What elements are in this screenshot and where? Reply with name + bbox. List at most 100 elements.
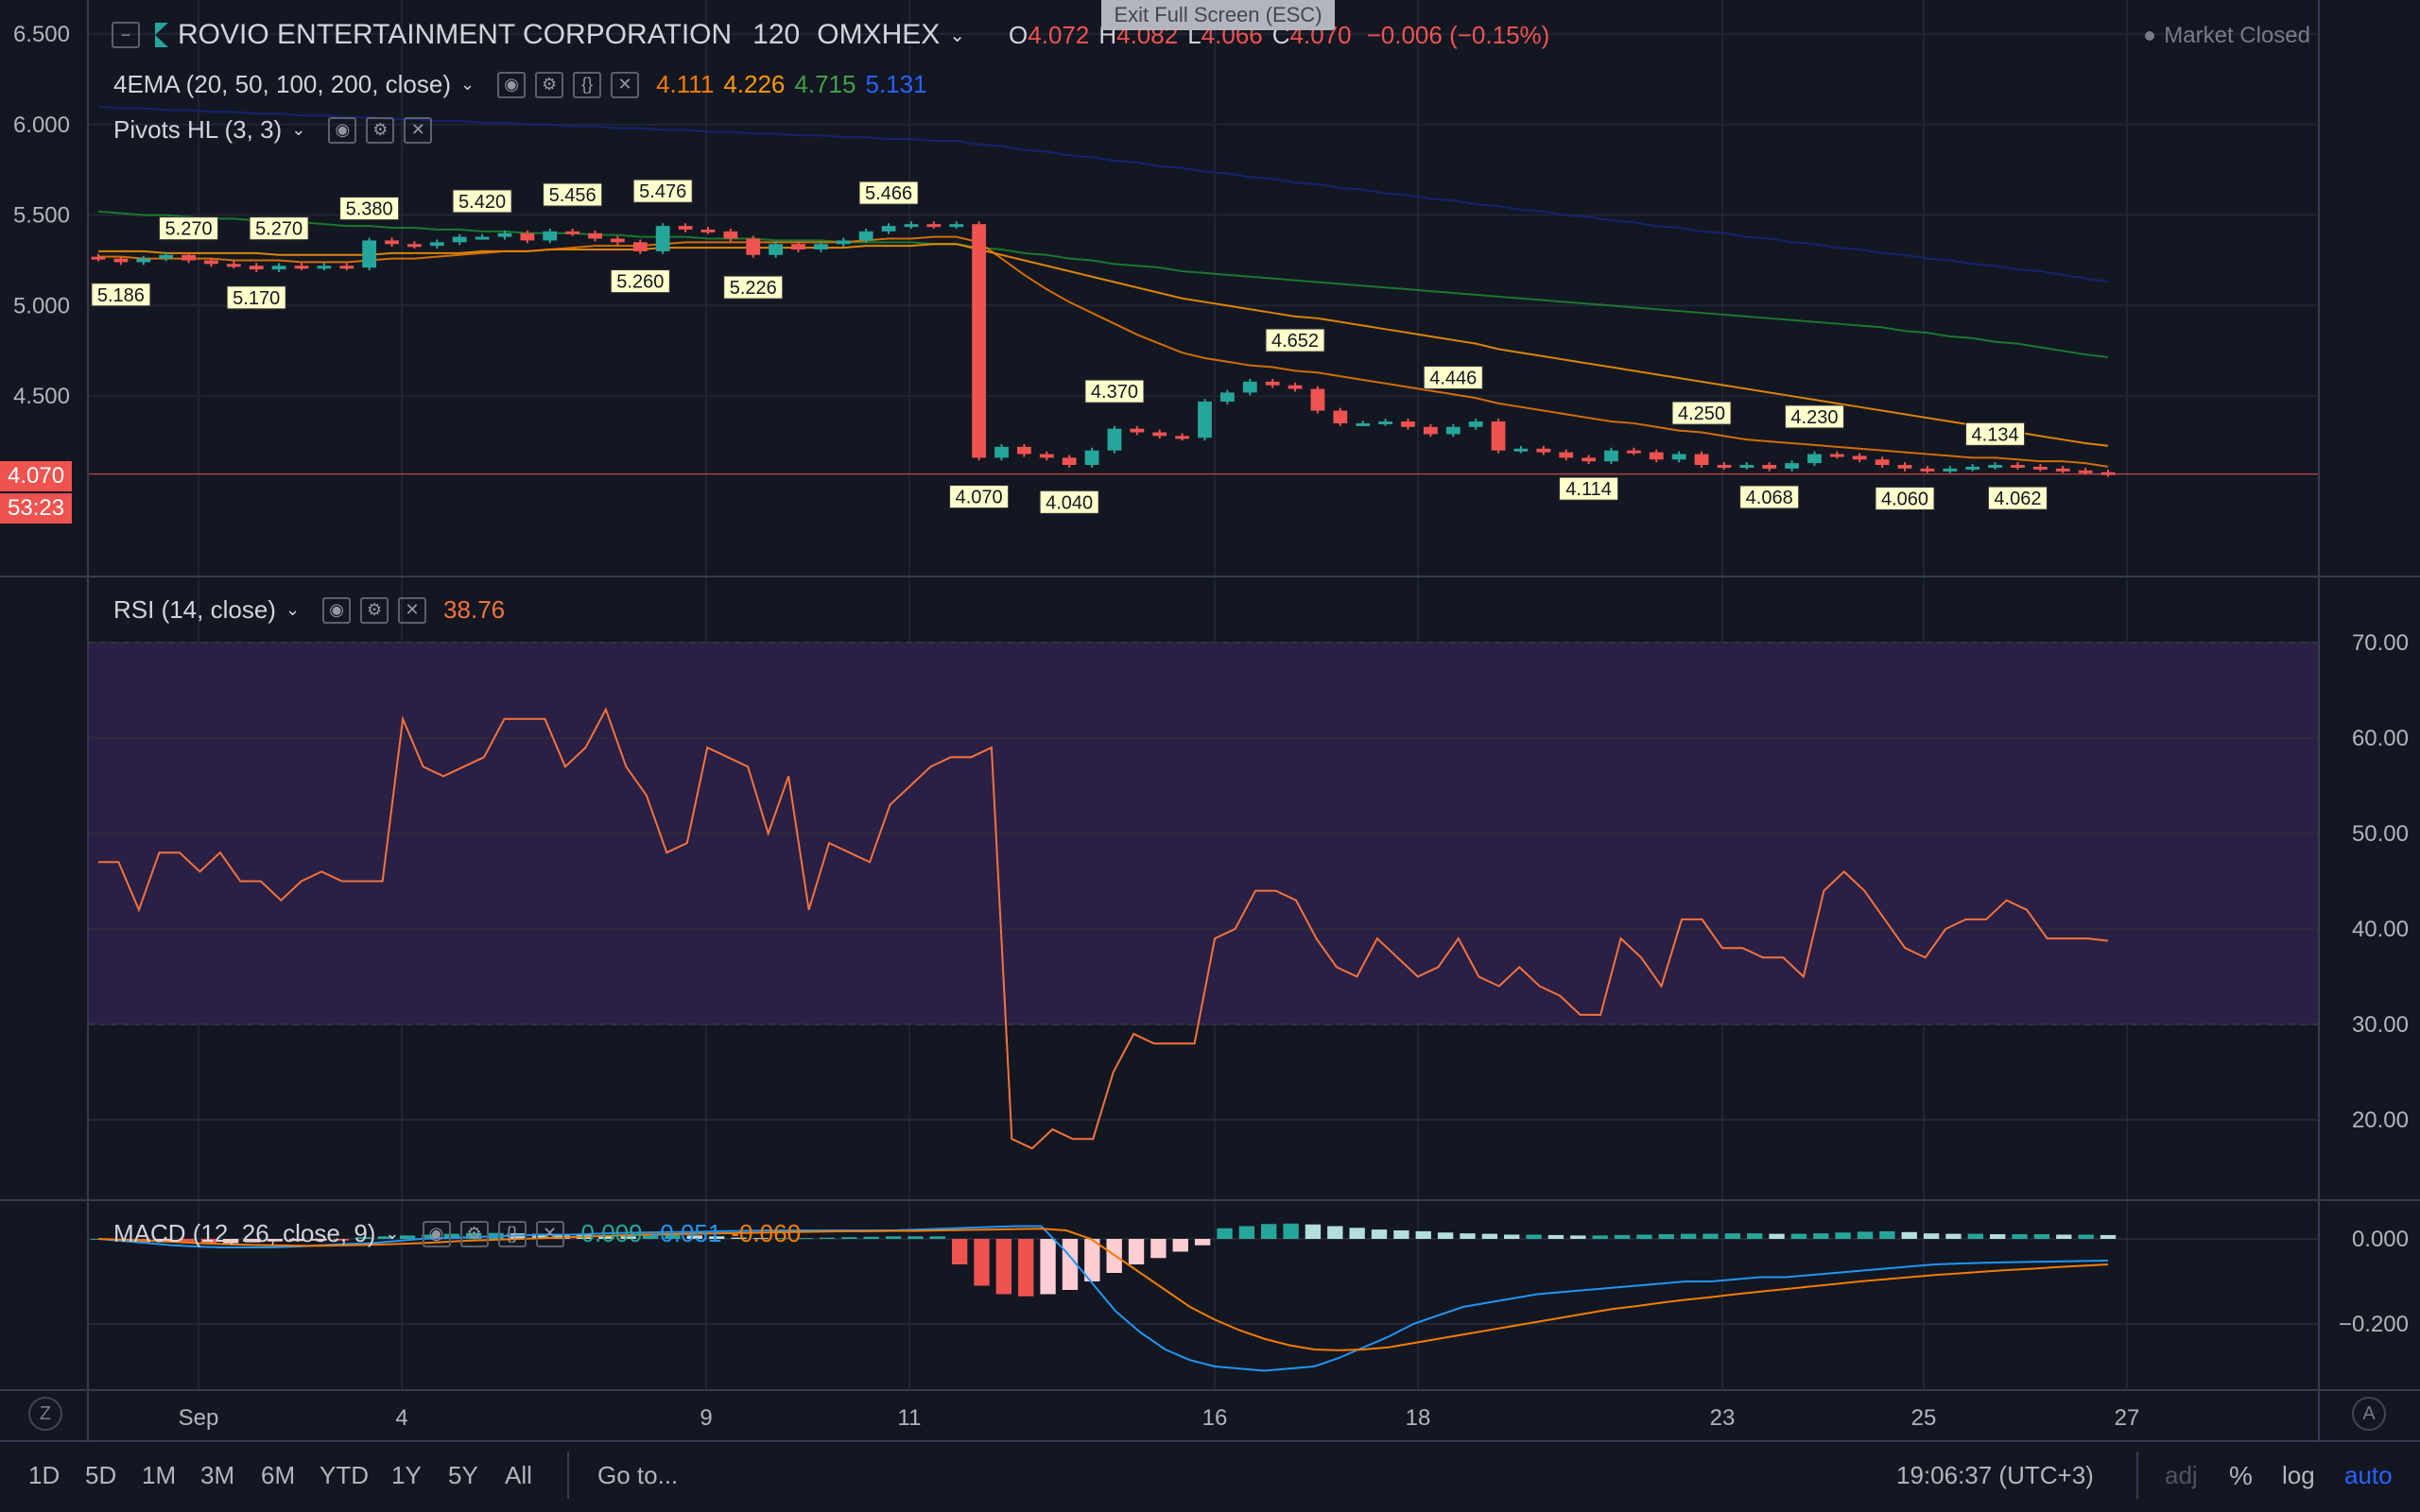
macd-hist-bar <box>908 1236 924 1239</box>
candle-body <box>249 266 264 270</box>
gear-icon[interactable]: ⚙ <box>366 116 395 144</box>
macd-hist-bar <box>1283 1223 1299 1239</box>
chevron-down-icon[interactable]: ⌄ <box>385 1224 400 1243</box>
candle-body <box>1559 452 1574 458</box>
bar-countdown: 53:23 <box>0 493 73 524</box>
chevron-down-icon[interactable]: ⌄ <box>460 75 475 94</box>
candle-body <box>1356 422 1371 426</box>
eye-icon[interactable]: ◉ <box>497 71 527 98</box>
eye-icon[interactable]: ◉ <box>328 116 357 144</box>
log-toggle[interactable]: log <box>2282 1461 2315 1489</box>
candle-body <box>1333 410 1348 423</box>
candle-body <box>1242 381 1257 393</box>
candle-body <box>1582 457 1596 462</box>
ema20-value: 4.111 <box>656 70 715 98</box>
close-icon[interactable]: ✕ <box>404 116 433 144</box>
macd-hist-bar <box>1990 1234 2006 1239</box>
candle-body <box>2032 466 2048 470</box>
macd-hist-bar <box>443 1233 459 1239</box>
eye-icon[interactable]: ◉ <box>422 1220 451 1247</box>
macd-hist-bar <box>775 1238 791 1240</box>
timeframe-6m[interactable]: 6M <box>261 1461 296 1489</box>
chevron-down-icon[interactable]: ⌄ <box>285 600 301 619</box>
candle-body <box>769 244 784 255</box>
macd-hist-bar <box>951 1239 968 1264</box>
macd-hist-bar <box>1879 1230 1895 1239</box>
close-icon[interactable]: ✕ <box>398 596 427 624</box>
macd-hist-bar <box>1261 1224 1277 1239</box>
timeframe-5d[interactable]: 5D <box>85 1461 117 1489</box>
timeframe-1d[interactable]: 1D <box>28 1461 60 1489</box>
candle-body <box>700 229 716 232</box>
braces-icon[interactable]: {} <box>573 71 602 98</box>
macd-hist-bar <box>642 1235 659 1239</box>
timeframe-3m[interactable]: 3M <box>200 1461 235 1489</box>
pivot-high-label: 4.230 <box>1790 407 1838 428</box>
macd-line <box>97 1225 2109 1372</box>
macd-hist-bar <box>399 1235 416 1239</box>
exit-fullscreen-button[interactable]: Exit Full Screen (ESC) <box>1101 0 1335 30</box>
candle-body <box>1265 381 1280 386</box>
pivot-high-box <box>1265 328 1325 352</box>
interval-label[interactable]: 120 <box>752 19 801 50</box>
zoom-left-chip[interactable]: Z <box>28 1397 62 1431</box>
gear-icon[interactable]: ⚙ <box>459 1220 489 1247</box>
rsi-label[interactable]: RSI (14, close) <box>113 595 276 624</box>
gear-icon[interactable]: ⚙ <box>535 71 564 98</box>
chevron-down-icon[interactable]: ⌄ <box>291 120 306 139</box>
flag-icon[interactable] <box>155 23 168 47</box>
timeframe-1m[interactable]: 1M <box>142 1461 177 1489</box>
time-tick-label: 25 <box>1911 1405 1937 1431</box>
collapse-icon[interactable]: − <box>112 22 140 48</box>
exchange-label[interactable]: OMXHEX <box>817 19 941 50</box>
pane-divider-rsi-macd[interactable] <box>0 1199 2420 1201</box>
rsi-tick-label: 20.00 <box>2352 1108 2409 1133</box>
adj-toggle[interactable]: adj <box>2165 1461 2198 1489</box>
pane-divider-main-rsi[interactable] <box>0 576 2420 577</box>
ema20-line <box>98 235 2109 468</box>
macd-hist-bar <box>1415 1230 1431 1239</box>
candle-body <box>159 254 174 259</box>
candle-body <box>813 244 828 250</box>
rsi-legend: RSI (14, close) ⌄ ◉ ⚙ ✕ 38.76 <box>113 595 505 625</box>
macd-hist-bar <box>598 1235 614 1239</box>
pivot-low-label: 5.170 <box>233 288 280 309</box>
pivots-label[interactable]: Pivots HL (3, 3) <box>113 115 283 144</box>
close-icon[interactable]: ✕ <box>611 71 640 98</box>
goto-button[interactable]: Go to... <box>597 1461 679 1489</box>
timeframe-1y[interactable]: 1Y <box>391 1461 422 1489</box>
timeframe-ytd[interactable]: YTD <box>320 1461 369 1489</box>
chevron-down-icon[interactable]: ⌄ <box>949 25 966 46</box>
candle-body <box>723 231 738 239</box>
auto-toggle[interactable]: auto <box>2344 1461 2393 1489</box>
time-tick-label: 11 <box>898 1405 922 1431</box>
auto-scale-chip[interactable]: A <box>2352 1397 2386 1431</box>
percent-toggle[interactable]: % <box>2229 1461 2253 1490</box>
macd-hist-bar <box>377 1236 393 1239</box>
eye-icon[interactable]: ◉ <box>322 596 352 624</box>
ema-label[interactable]: 4EMA (20, 50, 100, 200, close) <box>113 70 451 98</box>
candle-body <box>1310 388 1325 411</box>
last-price-tag: 4.070 <box>0 461 73 491</box>
ema100-value: 4.715 <box>794 70 856 98</box>
timeframe-all[interactable]: All <box>505 1461 532 1489</box>
candle-body <box>271 266 286 270</box>
symbol-name[interactable]: ROVIO ENTERTAINMENT CORPORATION <box>178 19 733 50</box>
candle-body <box>1739 465 1754 469</box>
timeframe-5y[interactable]: 5Y <box>448 1461 478 1489</box>
close-icon[interactable]: ✕ <box>535 1220 564 1247</box>
market-status-text: Market Closed <box>2164 23 2310 48</box>
pivot-low-box <box>949 485 1010 509</box>
candle-body <box>339 266 354 269</box>
macd-tick-label: −0.200 <box>2339 1312 2409 1337</box>
macd-label[interactable]: MACD (12, 26, close, 9) <box>113 1219 376 1247</box>
candle-body <box>1920 468 1935 472</box>
candle-body <box>1401 421 1415 427</box>
gear-icon[interactable]: ⚙ <box>360 596 389 624</box>
clock-timezone[interactable]: 19:06:37 (UTC+3) <box>1896 1461 2094 1489</box>
braces-icon[interactable]: {} <box>497 1220 527 1247</box>
macd-hist-bar <box>1040 1239 1056 1295</box>
pivot-high-box <box>543 182 603 207</box>
macd-hist-bar <box>1460 1233 1476 1239</box>
